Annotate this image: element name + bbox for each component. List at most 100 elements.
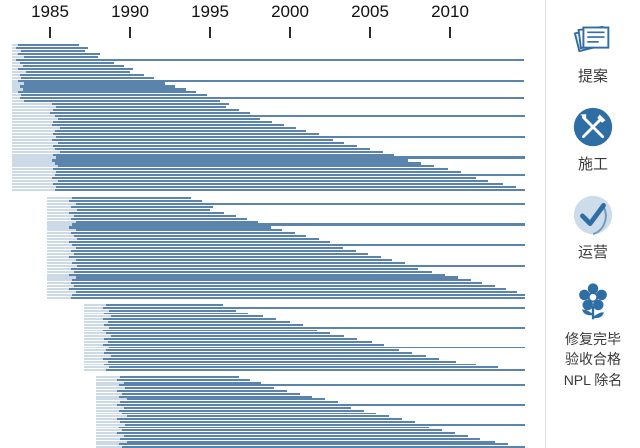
gantt-bar-light-segment <box>46 276 76 279</box>
gantt-bar-light-segment <box>96 384 119 387</box>
gantt-bar-light-segment <box>46 202 76 205</box>
gantt-bar-light-segment <box>46 270 74 273</box>
gantt-bar <box>77 208 210 211</box>
gantt-bar-light-segment <box>96 412 122 415</box>
gantt-bar <box>75 247 343 250</box>
axis-tick-mark <box>369 27 371 38</box>
timeline-chart: 1985 1990 1995 2000 2005 2010 <box>11 2 526 448</box>
gantt-bar <box>53 153 394 156</box>
gantt-bar-light-segment <box>46 220 76 223</box>
gantt-bar <box>122 429 442 432</box>
gantt-bar <box>109 309 236 312</box>
gantt-bar-light-segment <box>46 252 74 255</box>
gantt-bar <box>51 138 334 141</box>
gantt-bar <box>117 378 250 381</box>
gantt-bar-light-segment <box>11 106 57 109</box>
gantt-bar <box>109 346 526 349</box>
gantt-bar-light-segment <box>46 197 73 200</box>
gantt-bar-light-segment <box>46 247 76 250</box>
gantt-bar <box>123 406 351 409</box>
gantt-bar <box>125 423 526 426</box>
gantt-bar-light-segment <box>11 73 20 76</box>
gantt-bar <box>24 100 220 103</box>
gantt-bar-light-segment <box>83 335 111 338</box>
gantt-bar-light-segment <box>83 309 110 312</box>
gantt-bar <box>56 135 526 138</box>
gantt-bar <box>53 183 503 186</box>
gantt-bar <box>18 44 79 47</box>
gantt-bar-light-segment <box>11 150 60 153</box>
gantt-bar-light-segment <box>83 326 110 329</box>
gantt-bar-light-segment <box>11 180 58 183</box>
gantt-bar-light-segment <box>11 153 54 156</box>
axis-tick-mark <box>289 27 291 38</box>
legend-label-delisted: 修复完毕 验收合格 NPL 除名 <box>563 331 623 388</box>
gantt-bar-light-segment <box>11 174 55 177</box>
gantt-bar <box>54 115 526 118</box>
gantt-bar-light-segment <box>11 76 22 79</box>
gantt-bar <box>53 144 358 147</box>
gantt-bar-light-segment <box>83 332 106 335</box>
gantt-bar-light-segment <box>11 91 18 94</box>
gantt-bar <box>69 255 382 258</box>
gantt-bar-light-segment <box>83 343 103 346</box>
gantt-bar-light-segment <box>46 285 74 288</box>
gantt-bar <box>22 64 124 67</box>
legend-item-delisted: 修复完毕 验收合格 NPL 除名 <box>563 280 623 390</box>
gantt-bar <box>51 123 284 127</box>
gantt-bar-light-segment <box>46 223 73 226</box>
gantt-bar-light-segment <box>11 186 57 189</box>
gantt-bar <box>56 156 526 159</box>
gantt-bar <box>22 88 186 91</box>
tools-icon <box>573 107 613 147</box>
gantt-bar <box>16 58 524 61</box>
gantt-bar <box>53 109 239 112</box>
gantt-bar-light-segment <box>11 85 20 88</box>
gantt-bar-light-segment <box>11 46 17 50</box>
gantt-bar-light-segment <box>96 437 121 440</box>
gantt-bar-light-segment <box>46 291 76 294</box>
gantt-bar <box>120 437 481 440</box>
gantt-bar-light-segment <box>46 258 76 261</box>
gantt-bar-light-segment <box>96 432 118 435</box>
gantt-bar <box>102 329 318 332</box>
gantt-bar <box>102 357 439 360</box>
gantt-bar-light-segment <box>46 235 74 238</box>
gantt-bar <box>18 52 100 55</box>
gantt-bar <box>58 165 434 168</box>
gantt-bar-light-segment <box>96 429 122 432</box>
gantt-bar-light-segment <box>96 434 124 437</box>
gantt-bar <box>117 390 287 392</box>
gantt-bar-light-segment <box>83 312 105 315</box>
gantt-bar <box>74 285 495 288</box>
gantt-bar <box>70 232 295 235</box>
gantt-bar <box>110 355 426 357</box>
gantt-bar-light-segment <box>46 267 71 270</box>
gantt-bar-light-segment <box>11 79 18 82</box>
gantt-bar <box>69 199 202 203</box>
gantt-bar <box>70 217 247 220</box>
gantt-bar-light-segment <box>83 357 103 360</box>
gantt-bar <box>74 270 433 273</box>
gantt-bar-light-segment <box>96 390 118 392</box>
gantt-bar-light-segment <box>11 112 50 115</box>
gantt-bar <box>120 401 338 404</box>
gantt-bar <box>54 129 306 132</box>
gantt-bar <box>18 67 134 70</box>
gantt-bar <box>69 226 271 229</box>
gantt-bar <box>72 244 526 247</box>
gantt-bar <box>54 147 370 150</box>
gantt-bar-light-segment <box>46 238 78 241</box>
gantt-bar-light-segment <box>11 147 55 150</box>
axis-tick-label: 1985 <box>31 2 69 21</box>
gantt-bar-light-segment <box>46 297 71 300</box>
gantt-bar-light-segment <box>83 304 106 306</box>
gantt-bar <box>118 409 364 412</box>
gantt-bar-light-segment <box>83 360 108 363</box>
gantt-bar <box>59 150 383 153</box>
gantt-bar-light-segment <box>83 321 108 323</box>
gantt-bar <box>102 318 276 321</box>
gantt-bar-light-segment <box>11 44 18 47</box>
gantt-bar <box>117 432 455 435</box>
gantt-bar <box>75 291 518 294</box>
